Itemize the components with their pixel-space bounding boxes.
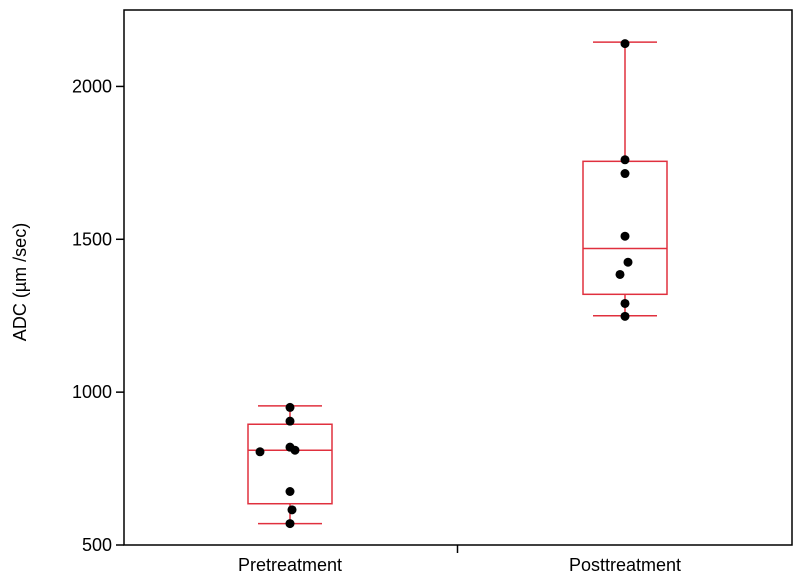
box-posttreatment	[582, 39, 668, 321]
plot-area	[247, 39, 668, 529]
data-point-pretreatment-7	[285, 519, 295, 529]
x-tick-label-pretreatment: Pretreatment	[238, 555, 342, 575]
data-point-posttreatment-7	[620, 311, 630, 321]
y-tick-label-2000: 2000	[72, 76, 112, 96]
data-point-posttreatment-0	[620, 39, 630, 49]
data-point-posttreatment-2	[620, 169, 630, 179]
data-point-pretreatment-5	[285, 487, 295, 496]
data-point-posttreatment-1	[620, 155, 630, 165]
x-tick-label-posttreatment: Posttreatment	[569, 555, 681, 575]
data-point-pretreatment-3	[290, 445, 300, 455]
y-tick-label-1000: 1000	[72, 382, 112, 402]
iqr-box-posttreatment	[582, 160, 668, 296]
axes: 500 1000 1500 2000 Pretreatment Posttreatment	[72, 9, 793, 575]
plot-frame	[123, 9, 793, 546]
y-tick-label-500: 500	[82, 535, 112, 555]
data-point-pretreatment-1	[285, 416, 295, 426]
y-axis-label: ADC (µm /sec)	[10, 223, 30, 341]
data-point-pretreatment-6	[287, 505, 297, 515]
data-point-posttreatment-3	[620, 231, 630, 241]
box-pretreatment	[247, 402, 333, 529]
data-point-posttreatment-6	[620, 298, 630, 308]
y-tick-label-1500: 1500	[72, 229, 112, 249]
data-point-pretreatment-0	[285, 402, 295, 412]
data-point-pretreatment-4	[255, 447, 265, 457]
data-point-posttreatment-4	[623, 257, 633, 267]
data-point-posttreatment-5	[615, 269, 625, 279]
